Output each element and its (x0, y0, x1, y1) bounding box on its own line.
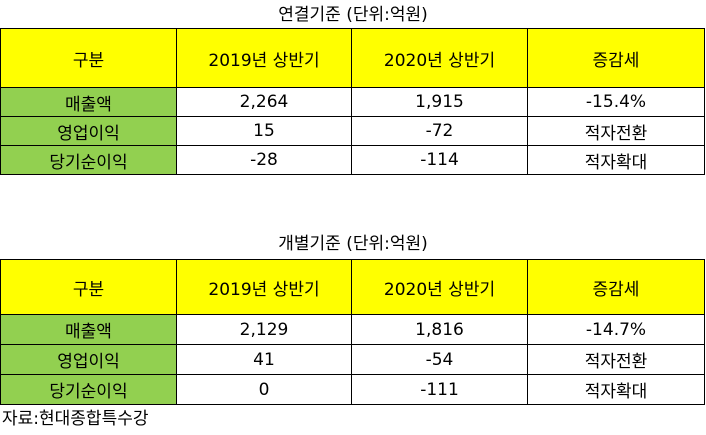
cell-2019: 41 (176, 344, 352, 375)
row-label: 영업이익 (0, 344, 177, 375)
header-change: 증감세 (527, 28, 705, 88)
source-note: 자료:현대종합특수강 (2, 409, 149, 429)
header-change: 증감세 (527, 259, 705, 315)
header-2020-h1: 2020년 상반기 (351, 259, 528, 315)
consolidated-results-table: 구분 2019년 상반기 2020년 상반기 증감세 매출액 2,264 1,9… (0, 28, 705, 175)
cell-2020: -54 (351, 344, 528, 375)
separate-table-caption: 개별기준 (단위:억원) (278, 234, 428, 254)
separate-results-table: 구분 2019년 상반기 2020년 상반기 증감세 매출액 2,129 1,8… (0, 259, 705, 405)
consolidated-table-caption: 연결기준 (단위:억원) (278, 5, 428, 25)
table-row-operating-profit: 영업이익 41 -54 적자전환 (0, 344, 705, 375)
cell-2019: 0 (176, 374, 352, 405)
table-row-revenue: 매출액 2,264 1,915 -15.4% (0, 87, 705, 117)
cell-2020: 1,816 (351, 314, 528, 345)
cell-2020: -111 (351, 374, 528, 405)
cell-2019: 2,264 (176, 87, 352, 117)
table-header-row: 구분 2019년 상반기 2020년 상반기 증감세 (0, 259, 705, 315)
table-row-net-income: 당기순이익 0 -111 적자확대 (0, 374, 705, 405)
table-header-row: 구분 2019년 상반기 2020년 상반기 증감세 (0, 28, 705, 88)
row-label: 매출액 (0, 87, 177, 117)
cell-2020: 1,915 (351, 87, 528, 117)
cell-change: 적자전환 (527, 116, 705, 146)
row-label: 당기순이익 (0, 374, 177, 405)
cell-2020: -72 (351, 116, 528, 146)
cell-change: 적자확대 (527, 145, 705, 175)
header-2020-h1: 2020년 상반기 (351, 28, 528, 88)
row-label: 영업이익 (0, 116, 177, 146)
row-label: 매출액 (0, 314, 177, 345)
header-2019-h1: 2019년 상반기 (176, 28, 352, 88)
header-category: 구분 (0, 259, 177, 315)
cell-change: 적자전환 (527, 344, 705, 375)
cell-change: 적자확대 (527, 374, 705, 405)
cell-2019: 2,129 (176, 314, 352, 345)
cell-change: -14.7% (527, 314, 705, 345)
cell-change: -15.4% (527, 87, 705, 117)
cell-2019: 15 (176, 116, 352, 146)
table-row-operating-profit: 영업이익 15 -72 적자전환 (0, 116, 705, 146)
table-row-revenue: 매출액 2,129 1,816 -14.7% (0, 314, 705, 345)
cell-2020: -114 (351, 145, 528, 175)
header-2019-h1: 2019년 상반기 (176, 259, 352, 315)
header-category: 구분 (0, 28, 177, 88)
row-label: 당기순이익 (0, 145, 177, 175)
table-row-net-income: 당기순이익 -28 -114 적자확대 (0, 145, 705, 175)
cell-2019: -28 (176, 145, 352, 175)
